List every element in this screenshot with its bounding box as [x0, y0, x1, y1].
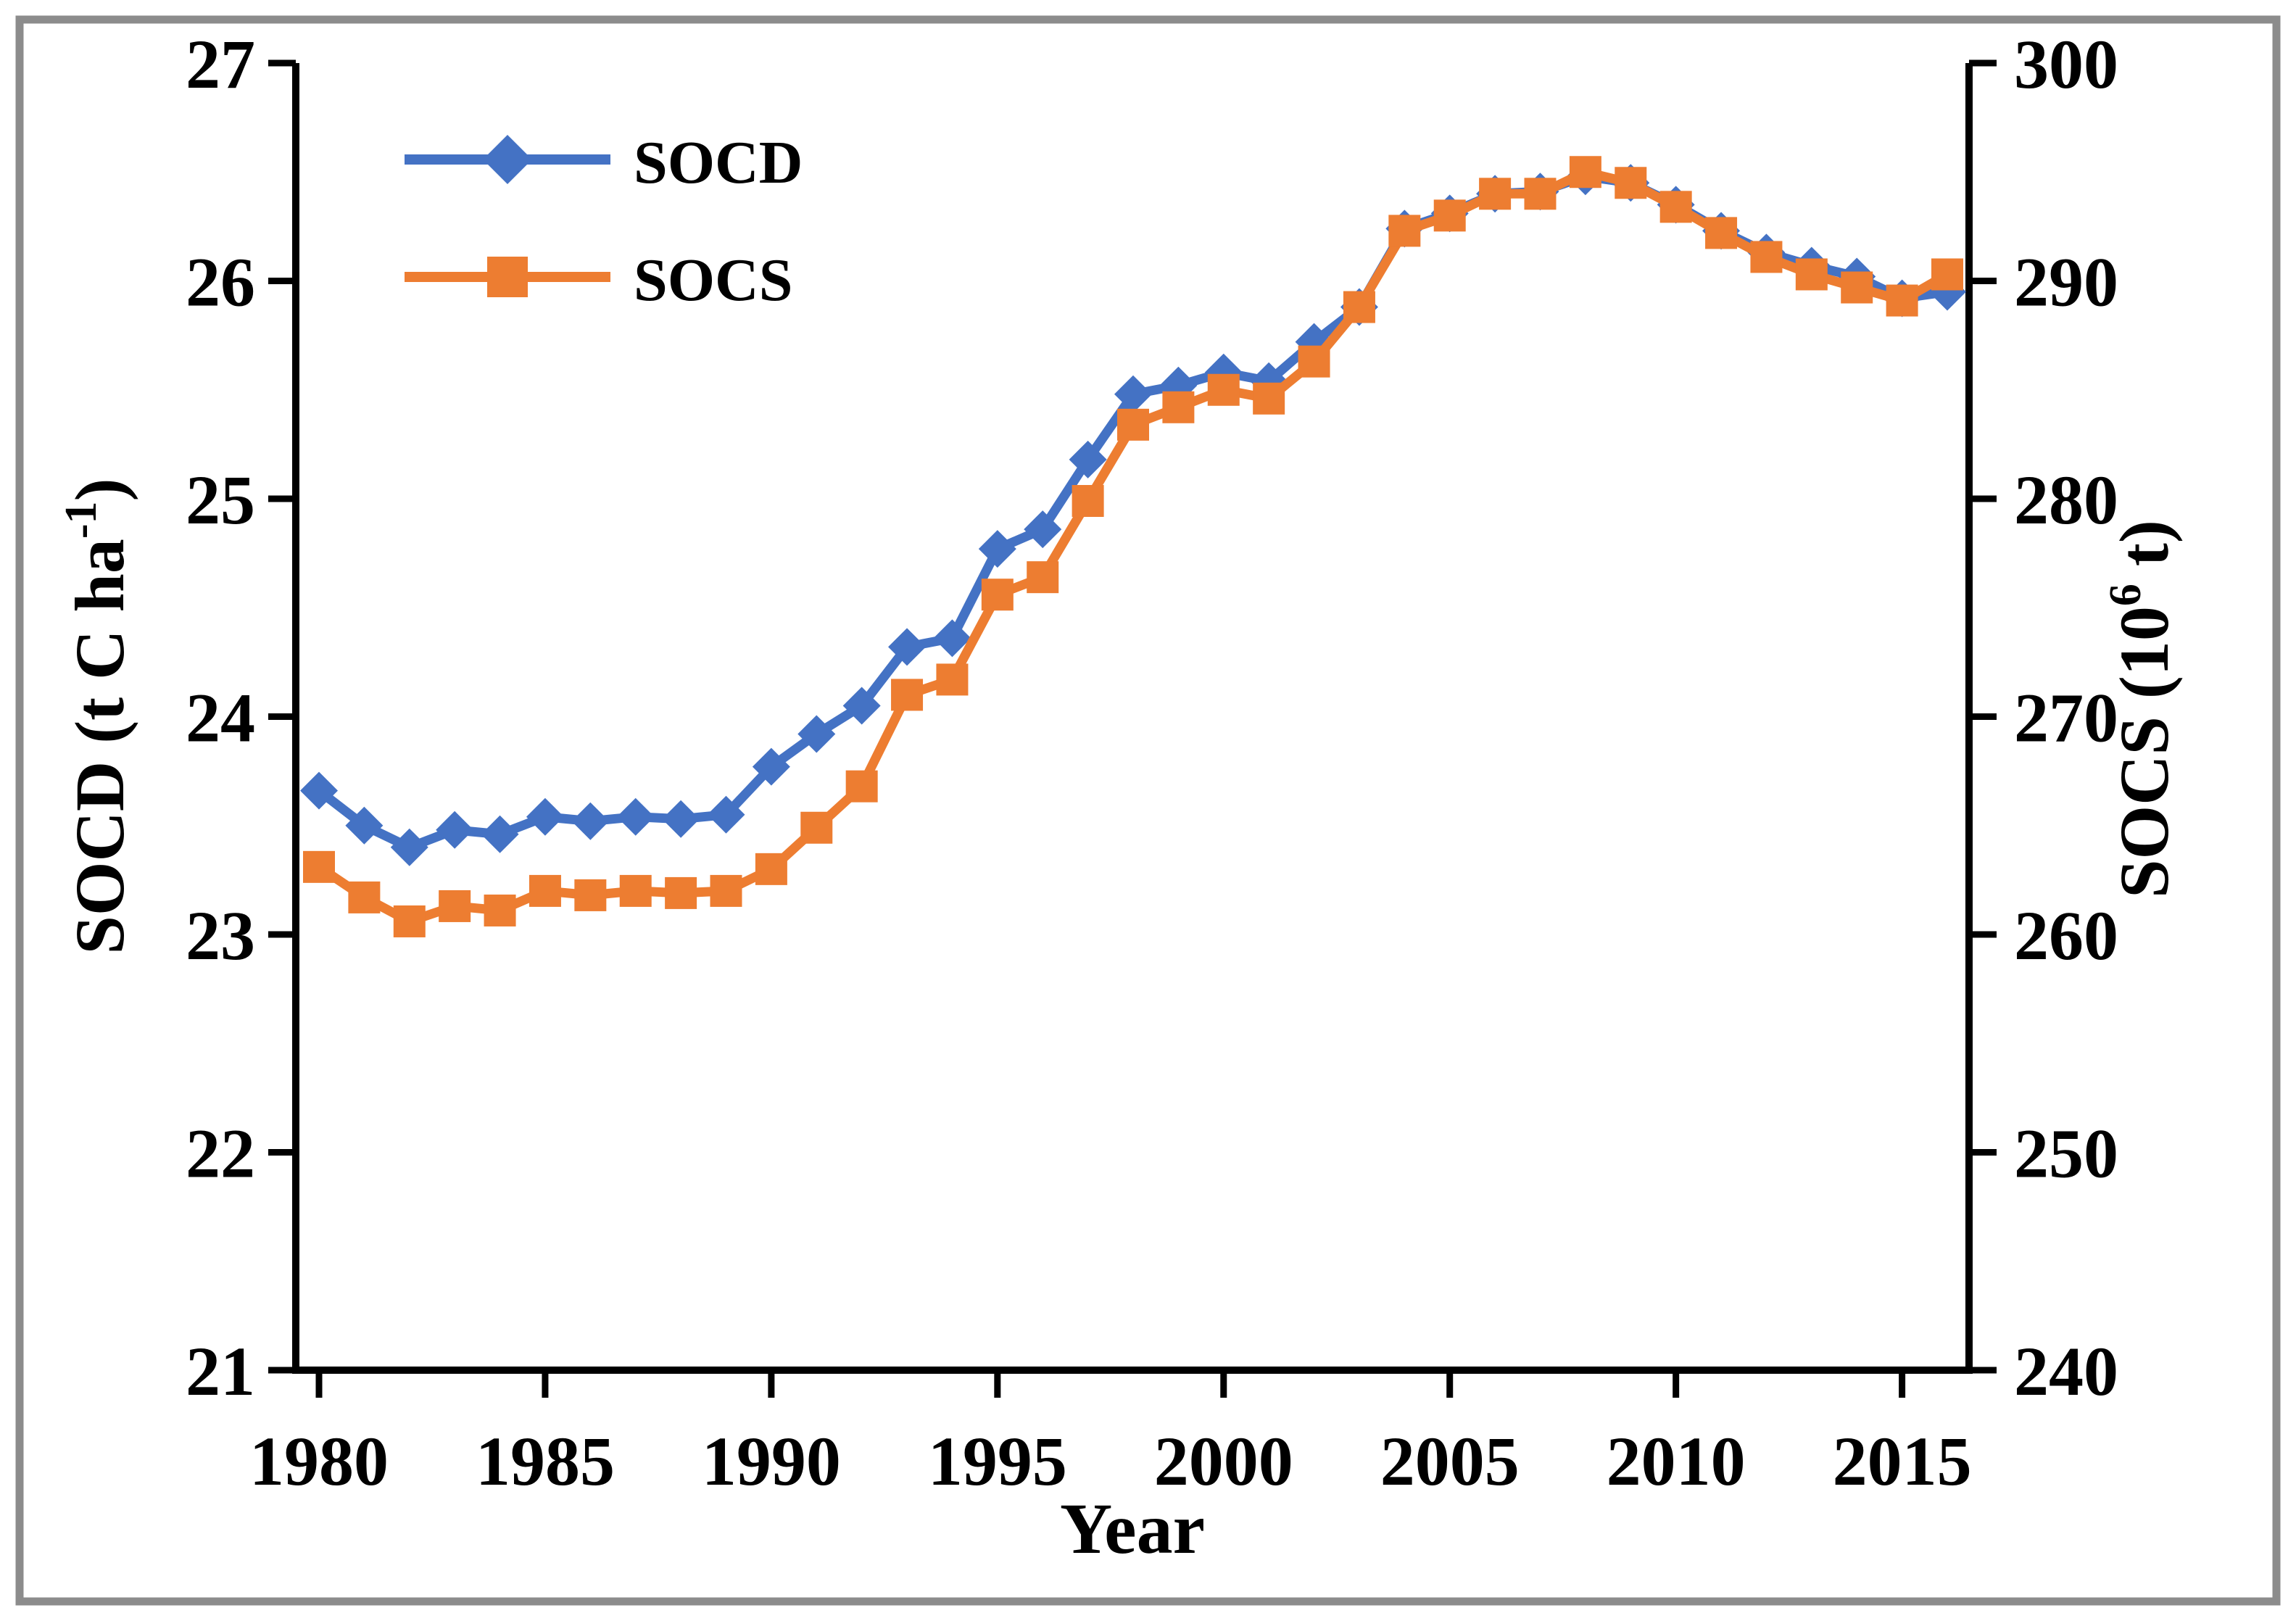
socd-marker — [797, 715, 836, 753]
right-axis-title: SOCS (106 t) — [2101, 520, 2183, 898]
legend-label-socs: SOCS — [634, 246, 792, 314]
socd-marker — [1024, 510, 1062, 549]
legend-item-socs: SOCS — [405, 246, 792, 314]
legend: SOCD SOCS — [405, 129, 803, 314]
left-axis-title: SOCD (t C ha-1) — [57, 478, 138, 955]
socd-marker — [571, 802, 610, 840]
socd-marker — [707, 795, 745, 834]
socd-marker — [752, 747, 790, 786]
left-axis-tick-label: 21 — [186, 1332, 255, 1410]
x-axis-tick-label: 2000 — [1154, 1422, 1293, 1500]
socs-marker — [845, 770, 878, 803]
socd-marker — [1069, 440, 1107, 478]
right-axis-tick-label: 250 — [2014, 1115, 2118, 1193]
left-axis-tick-label: 22 — [186, 1115, 255, 1193]
legend-label-socd: SOCD — [634, 129, 803, 196]
socd-marker — [842, 687, 881, 725]
socs-marker — [1072, 485, 1104, 518]
socs-marker — [619, 874, 652, 907]
socs-marker — [303, 850, 335, 883]
socs-marker — [1886, 284, 1918, 317]
right-axis-tick-label: 280 — [2014, 461, 2118, 539]
x-axis-title: Year — [1060, 1488, 1205, 1569]
socd-diamond-icon — [483, 135, 532, 184]
socd-marker — [662, 800, 700, 838]
socd-marker — [436, 810, 474, 849]
socs-marker — [1117, 408, 1149, 441]
socd-marker — [345, 806, 384, 845]
axis-ticks: 21 22 23 24 25 26 27 240 250 260 270 280 290 300 1980 1… — [186, 25, 2118, 1500]
socs-marker — [1524, 178, 1557, 210]
socd-marker — [390, 828, 428, 866]
socs-marker — [665, 876, 697, 909]
socs-marker — [1298, 345, 1330, 378]
socs-marker — [1343, 291, 1375, 323]
socs-marker — [1479, 178, 1512, 210]
socs-marker — [1795, 258, 1828, 291]
right-axis-tick-label: 240 — [2014, 1332, 2118, 1410]
left-axis-tick-label: 26 — [186, 244, 255, 321]
socs-marker — [1841, 271, 1873, 304]
right-axis-tick-label: 290 — [2014, 244, 2118, 321]
socs-marker — [1388, 215, 1421, 247]
figure-border — [15, 15, 2281, 1606]
right-axis-tick-label: 300 — [2014, 25, 2118, 103]
x-axis-tick-label: 2005 — [1380, 1422, 1520, 1500]
socs-marker — [393, 905, 426, 937]
socs-marker — [1253, 382, 1285, 415]
socs-marker — [1162, 391, 1195, 423]
legend-item-socd: SOCD — [405, 129, 803, 196]
socs-marker — [1027, 561, 1059, 594]
x-axis-tick-label: 1995 — [928, 1422, 1067, 1500]
socs-marker — [891, 679, 924, 711]
x-axis-tick-label: 2010 — [1607, 1422, 1746, 1500]
socs-marker — [1705, 217, 1738, 249]
socs-marker — [800, 811, 833, 844]
socs-square-icon — [487, 257, 528, 297]
x-axis-tick-label: 1985 — [476, 1422, 615, 1500]
left-axis-tick-label: 24 — [186, 679, 255, 757]
socs-marker — [1569, 156, 1601, 188]
socs-marker — [348, 881, 381, 913]
socd-marker — [300, 771, 338, 810]
socs-marker — [529, 874, 561, 907]
socs-marker — [1433, 199, 1466, 232]
left-axis-tick-label: 23 — [186, 897, 255, 974]
x-axis-tick-label: 1990 — [702, 1422, 841, 1500]
socs-marker — [1207, 373, 1240, 406]
socs-marker — [755, 853, 787, 885]
socd-marker — [978, 530, 1016, 568]
x-axis-tick-label: 2015 — [1833, 1422, 1972, 1500]
socs-marker — [439, 890, 471, 922]
socd-marker — [888, 628, 927, 666]
socd-marker — [1114, 375, 1152, 413]
left-axis-tick-label: 27 — [186, 25, 255, 103]
socd-marker — [481, 815, 519, 853]
socs-marker — [1750, 241, 1783, 273]
x-axis-tick-label: 1980 — [249, 1422, 389, 1500]
socs-marker — [710, 874, 742, 907]
socs-marker — [1931, 258, 1963, 291]
socs-marker — [484, 894, 516, 926]
right-axis-tick-label: 260 — [2014, 897, 2118, 974]
left-axis-tick-label: 25 — [186, 461, 255, 539]
socs-marker — [936, 663, 969, 696]
socd-marker — [616, 797, 655, 836]
right-axis-tick-label: 270 — [2014, 679, 2118, 757]
socd-marker — [933, 619, 971, 658]
data-series — [300, 156, 1966, 937]
socs-marker — [1659, 191, 1692, 223]
socs-marker — [981, 579, 1014, 611]
socs-marker — [1615, 167, 1647, 199]
socs-marker — [574, 879, 607, 911]
socd-marker — [526, 797, 564, 836]
